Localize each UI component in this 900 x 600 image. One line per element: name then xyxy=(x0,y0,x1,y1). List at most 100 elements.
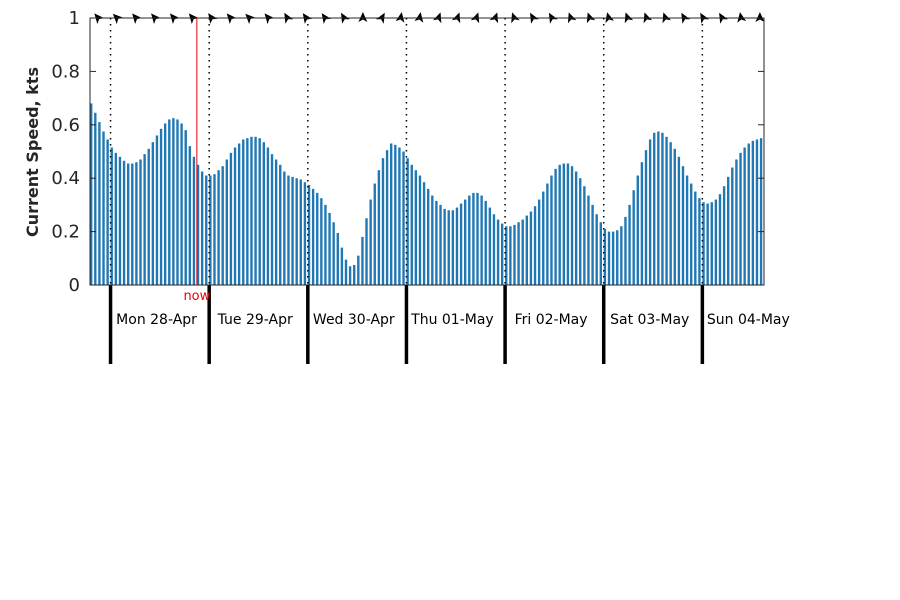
bar xyxy=(698,198,701,285)
bar xyxy=(229,152,233,285)
bar xyxy=(537,199,541,285)
bar xyxy=(653,132,656,285)
bar xyxy=(361,236,364,285)
bar xyxy=(459,203,463,285)
bar xyxy=(636,175,639,285)
bar xyxy=(747,143,750,285)
bar xyxy=(694,191,697,285)
bar xyxy=(422,182,426,285)
bar xyxy=(657,131,660,285)
arrow-head xyxy=(169,13,180,24)
bar xyxy=(562,163,565,285)
bar xyxy=(353,264,356,285)
bar xyxy=(357,255,360,285)
bar xyxy=(320,198,323,285)
bar xyxy=(488,207,492,285)
bar xyxy=(250,136,253,285)
bar xyxy=(710,202,713,285)
direction-arrow xyxy=(132,13,143,24)
bar xyxy=(385,150,389,285)
bar xyxy=(180,123,183,285)
bar xyxy=(110,147,113,285)
bar xyxy=(328,212,331,285)
bar xyxy=(336,232,339,285)
bar xyxy=(451,210,455,285)
bar-series xyxy=(90,103,763,286)
bar xyxy=(283,171,286,285)
bar xyxy=(369,199,372,285)
bar xyxy=(685,175,689,285)
bar xyxy=(344,259,348,285)
y-tick-label: 0.2 xyxy=(51,222,80,243)
bar xyxy=(168,119,171,286)
direction-arrow xyxy=(414,12,424,23)
day-labels: Mon 28-Apr Tue 29-Apr Wed 30-Apr Thu 01-May… xyxy=(116,312,790,328)
bar xyxy=(583,186,586,285)
bar xyxy=(291,176,294,285)
bar xyxy=(751,140,755,285)
bar xyxy=(279,164,282,285)
bar xyxy=(155,135,159,285)
y-tick-label: 1 xyxy=(69,8,80,29)
bar xyxy=(447,210,450,285)
direction-arrow xyxy=(169,13,180,24)
bar xyxy=(90,103,93,285)
bar xyxy=(332,222,335,285)
bar xyxy=(628,204,631,285)
direction-arrow xyxy=(151,13,161,24)
y-tick-label: 0 xyxy=(69,275,80,296)
bar xyxy=(233,147,237,285)
bar xyxy=(237,143,241,285)
bar xyxy=(398,147,401,285)
bar xyxy=(525,215,529,285)
arrow-head xyxy=(112,13,124,25)
day-label: Tue 29-Apr xyxy=(217,312,293,328)
bar xyxy=(295,178,298,285)
bar xyxy=(172,118,175,286)
bar xyxy=(176,119,179,286)
bar xyxy=(151,142,155,285)
bar xyxy=(348,266,352,285)
direction-arrow xyxy=(226,13,237,24)
arrow-head xyxy=(132,13,143,24)
bar xyxy=(607,231,611,285)
direction-arrow xyxy=(112,13,124,25)
day-label: Sun 04-May xyxy=(707,312,790,328)
bar xyxy=(254,136,257,285)
bar xyxy=(644,150,648,285)
bar xyxy=(307,184,311,286)
bar xyxy=(509,226,512,285)
bar xyxy=(287,175,290,285)
bar xyxy=(246,138,249,285)
bar xyxy=(727,176,730,285)
bar xyxy=(126,163,130,285)
bar xyxy=(669,142,672,285)
bar xyxy=(435,200,438,285)
bar xyxy=(217,170,220,285)
bar xyxy=(316,192,319,285)
bar xyxy=(200,171,204,285)
bar xyxy=(242,139,245,285)
bar xyxy=(603,228,607,285)
arrow-head xyxy=(395,12,405,23)
bar xyxy=(394,144,397,285)
arrow-head xyxy=(264,13,275,24)
bar xyxy=(620,226,623,285)
arrow-head xyxy=(188,13,199,24)
y-axis-label: Current Speed, kts xyxy=(23,67,42,237)
bar xyxy=(303,182,307,285)
day-dividers xyxy=(108,18,705,364)
bar xyxy=(410,164,413,285)
bar xyxy=(665,136,668,285)
bar xyxy=(184,130,187,285)
bar xyxy=(529,211,533,285)
bar xyxy=(546,183,549,285)
bar xyxy=(139,159,142,285)
direction-arrow xyxy=(245,13,256,25)
bar xyxy=(492,214,496,285)
y-tick-label: 0.8 xyxy=(51,61,80,82)
bar xyxy=(702,202,705,285)
bar xyxy=(147,148,150,285)
bar xyxy=(632,190,635,285)
direction-arrow xyxy=(737,12,747,23)
